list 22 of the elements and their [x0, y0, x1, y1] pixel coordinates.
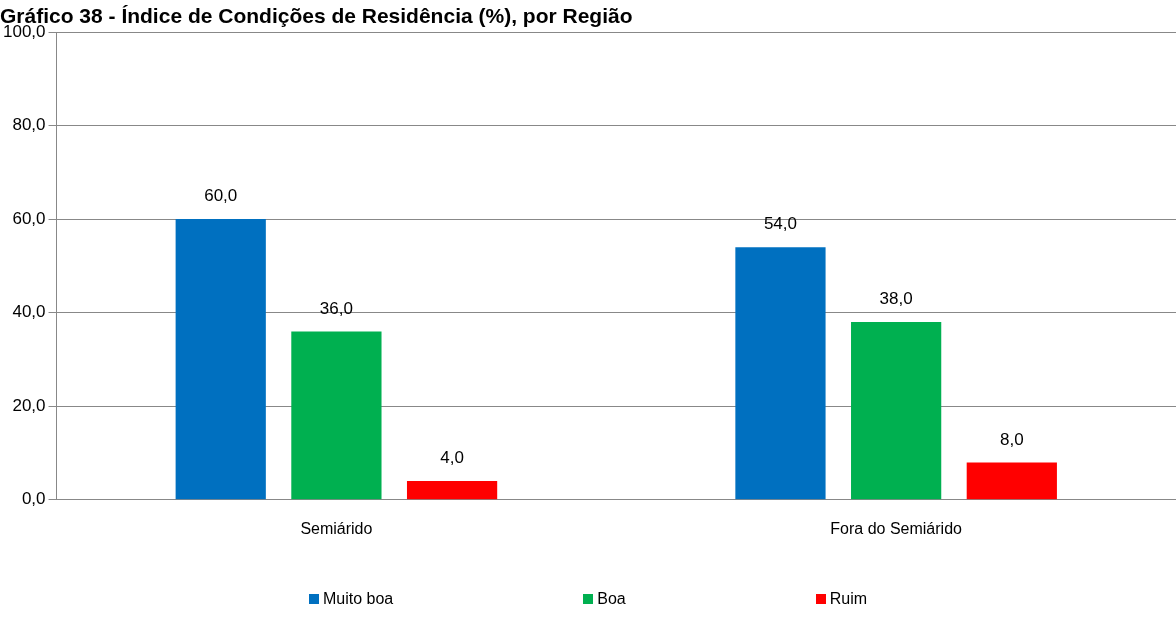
data-label: 60,0 — [204, 186, 238, 206]
legend-label: Muito boa — [321, 590, 394, 608]
y-tick-label: 60,0 — [12, 208, 46, 228]
bar — [966, 462, 1057, 500]
bar — [735, 247, 826, 500]
x-tick-label: Semiárido — [300, 519, 373, 537]
data-label: 38,0 — [879, 289, 913, 309]
data-label: 8,0 — [999, 429, 1024, 449]
bar — [175, 219, 266, 500]
data-label: 36,0 — [319, 298, 353, 318]
y-tick-label: 40,0 — [12, 302, 46, 322]
bar — [851, 322, 942, 500]
y-tick-label: 20,0 — [12, 395, 46, 415]
data-label: 54,0 — [763, 214, 797, 234]
bar — [406, 481, 498, 500]
bar — [291, 331, 382, 500]
y-tick-label: 0,0 — [21, 489, 46, 509]
legend-label: Boa — [596, 590, 626, 608]
x-tick-label: Fora do Semiárido — [830, 519, 963, 537]
y-tick-label: 80,0 — [12, 115, 46, 135]
legend-label: Ruim — [828, 590, 868, 608]
data-label: 4,0 — [440, 448, 464, 468]
